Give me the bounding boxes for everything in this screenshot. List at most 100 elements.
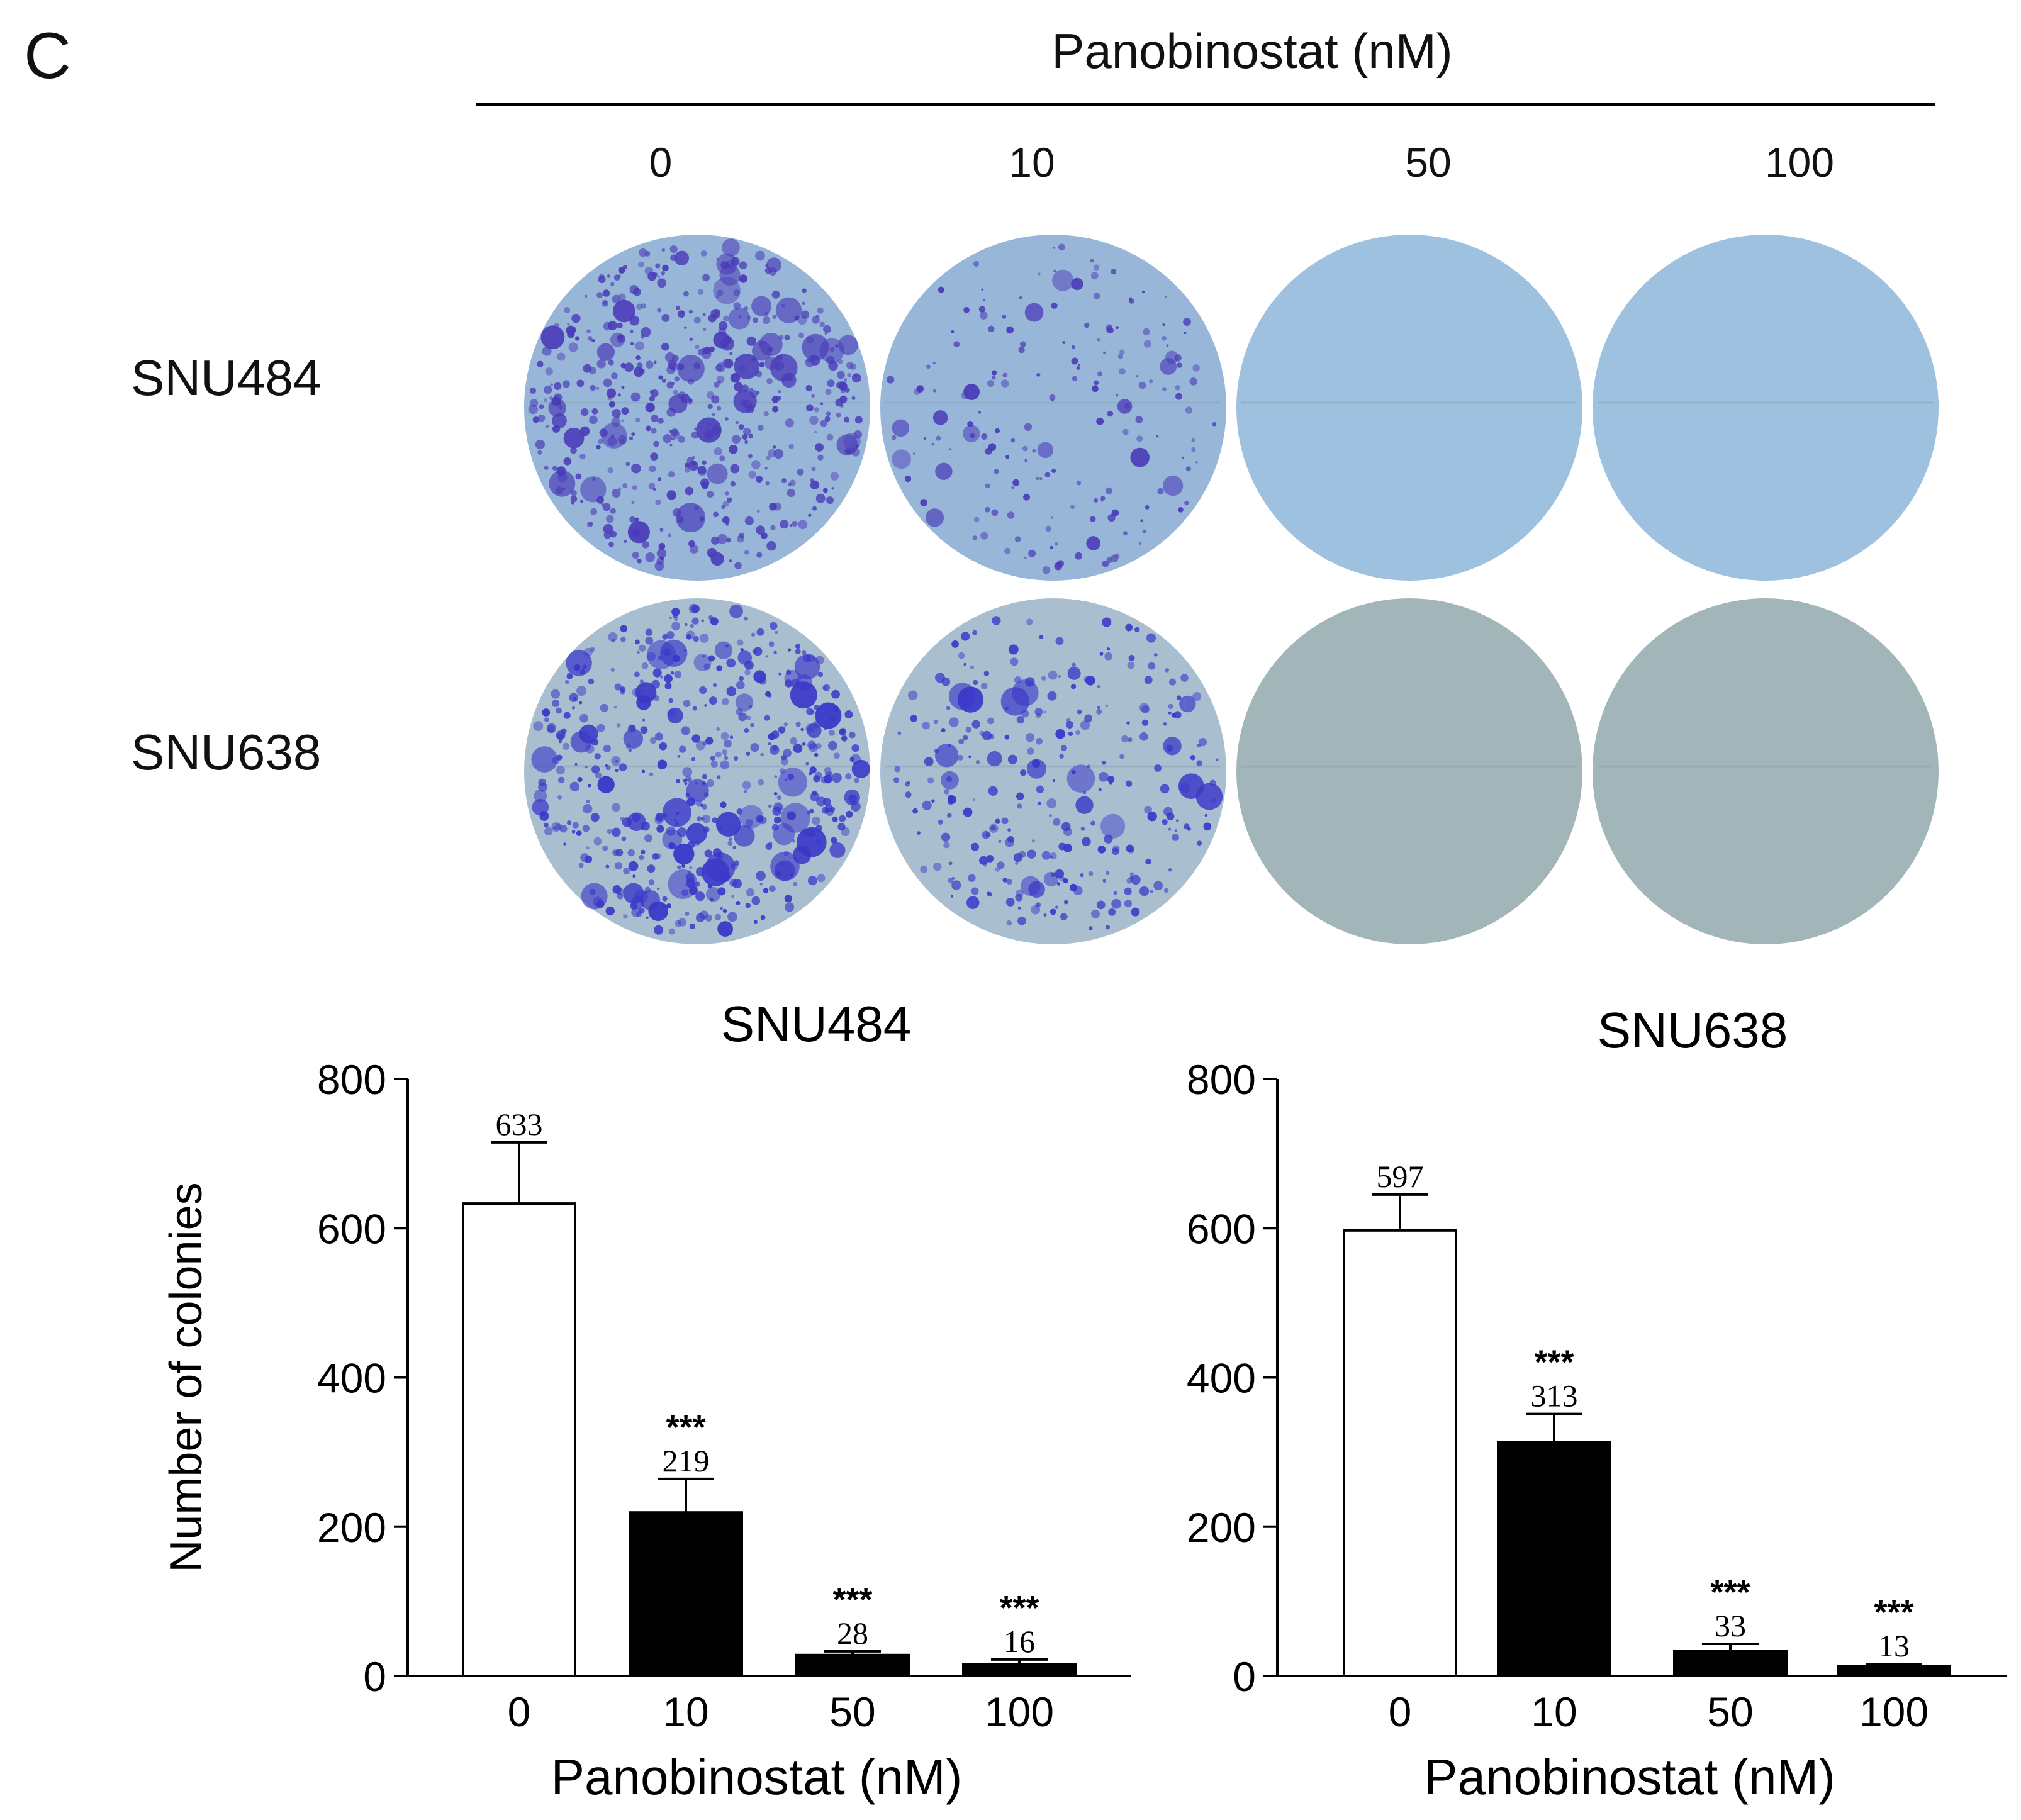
colony bbox=[586, 846, 590, 850]
colony bbox=[1107, 513, 1116, 522]
colony bbox=[1071, 357, 1078, 365]
colony bbox=[1076, 480, 1082, 486]
colony bbox=[1124, 900, 1132, 908]
colony bbox=[758, 779, 764, 786]
colony bbox=[905, 791, 912, 798]
colony bbox=[674, 250, 690, 265]
colony bbox=[961, 632, 970, 641]
colony bbox=[891, 435, 897, 440]
colony bbox=[1090, 259, 1094, 263]
colony bbox=[712, 817, 718, 823]
colony bbox=[768, 449, 776, 458]
colony bbox=[757, 424, 764, 431]
y-tick-label: 0 bbox=[1233, 1653, 1256, 1700]
colony bbox=[681, 310, 685, 313]
colony bbox=[580, 500, 584, 503]
colony bbox=[592, 339, 596, 343]
colony bbox=[615, 759, 619, 763]
colony bbox=[745, 903, 751, 908]
colony bbox=[766, 540, 776, 551]
colony bbox=[822, 488, 828, 493]
colony bbox=[658, 418, 664, 424]
colony bbox=[1001, 817, 1009, 825]
colony bbox=[1019, 296, 1022, 299]
colony bbox=[654, 925, 664, 935]
colony bbox=[910, 715, 918, 722]
panel-label: C bbox=[24, 20, 72, 92]
colony bbox=[617, 334, 625, 343]
colony bbox=[580, 408, 589, 416]
colony bbox=[934, 744, 959, 768]
colony bbox=[1060, 913, 1068, 921]
colony bbox=[1184, 823, 1190, 830]
colony bbox=[963, 807, 973, 817]
colony bbox=[647, 864, 656, 873]
y-tick-label: 400 bbox=[1187, 1355, 1256, 1402]
colony bbox=[1185, 466, 1191, 472]
colony bbox=[697, 466, 707, 475]
colony bbox=[756, 552, 763, 558]
colony bbox=[782, 479, 786, 482]
colony bbox=[987, 379, 994, 387]
colony bbox=[586, 522, 593, 528]
colony bbox=[660, 556, 664, 561]
x-tick-label-0: 0 bbox=[1389, 1689, 1412, 1735]
colony bbox=[797, 315, 807, 325]
colony bbox=[775, 297, 802, 323]
colony bbox=[629, 725, 635, 731]
colony bbox=[887, 376, 895, 384]
colony bbox=[1018, 346, 1025, 354]
plate-dish bbox=[880, 235, 1226, 581]
colony bbox=[531, 746, 558, 773]
colony bbox=[802, 829, 810, 837]
colony bbox=[727, 912, 737, 922]
colony bbox=[933, 719, 938, 725]
colony bbox=[923, 437, 926, 440]
colony bbox=[1067, 666, 1081, 680]
colony bbox=[987, 751, 1002, 767]
colony bbox=[1128, 737, 1133, 742]
colony bbox=[583, 364, 592, 373]
colony bbox=[1130, 447, 1150, 467]
colony bbox=[1032, 449, 1036, 453]
x-axis-label: Panobinostat (nM) bbox=[551, 1749, 963, 1805]
colony bbox=[1122, 428, 1129, 435]
colony bbox=[1015, 861, 1019, 865]
colony bbox=[611, 372, 618, 379]
colony bbox=[1184, 500, 1189, 506]
colony bbox=[756, 628, 764, 636]
colony bbox=[693, 362, 701, 370]
chart-title: SNU638 bbox=[1598, 1002, 1788, 1058]
colony bbox=[694, 427, 698, 431]
x-tick-label-10: 10 bbox=[1531, 1689, 1577, 1735]
colony bbox=[802, 301, 805, 306]
colony bbox=[1183, 318, 1191, 327]
colony bbox=[590, 647, 595, 652]
colony bbox=[744, 669, 751, 676]
colony bbox=[1163, 722, 1167, 726]
colony bbox=[583, 803, 593, 814]
colony bbox=[1203, 822, 1212, 831]
colony bbox=[1148, 379, 1153, 384]
colony bbox=[1119, 349, 1125, 355]
colony bbox=[1126, 878, 1133, 884]
colony bbox=[824, 332, 827, 335]
colony bbox=[1053, 247, 1056, 249]
colony bbox=[1162, 323, 1165, 327]
colony bbox=[669, 430, 673, 433]
colony bbox=[610, 282, 615, 286]
colony bbox=[572, 706, 575, 710]
colony bbox=[602, 503, 611, 511]
colony bbox=[1119, 754, 1124, 759]
colony bbox=[824, 803, 833, 812]
colony bbox=[1098, 788, 1102, 791]
bar-0 bbox=[462, 1202, 576, 1677]
colony bbox=[562, 380, 570, 388]
colony bbox=[1128, 297, 1133, 301]
plate-snu484-10 bbox=[880, 235, 1226, 581]
colony bbox=[645, 636, 654, 645]
y-tick-label: 800 bbox=[317, 1056, 386, 1103]
colony bbox=[613, 274, 620, 281]
colony bbox=[1192, 691, 1202, 701]
colony bbox=[1174, 829, 1177, 832]
